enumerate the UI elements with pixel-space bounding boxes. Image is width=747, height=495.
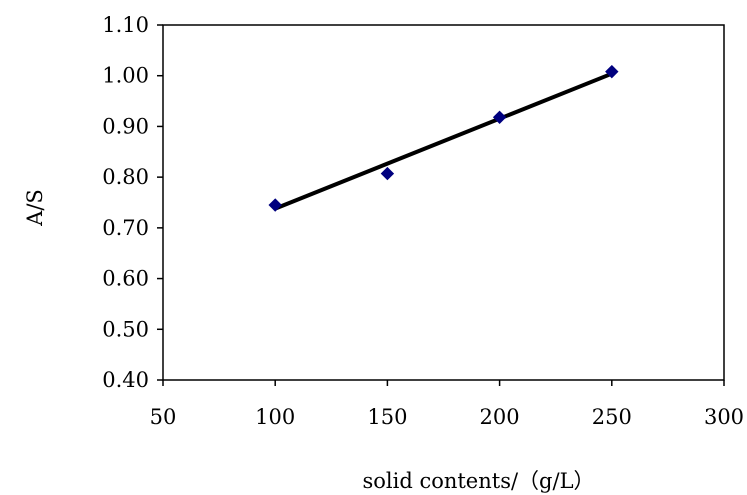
trendline-layer (273, 71, 614, 211)
x-tick-label: 150 (367, 405, 407, 429)
x-tick-label: 250 (592, 405, 632, 429)
data-points-layer (268, 64, 619, 212)
trendline (273, 71, 614, 211)
y-tick-label: 1.10 (102, 13, 149, 37)
y-tick-label: 0.60 (102, 267, 149, 291)
y-tick-label: 0.50 (102, 317, 149, 341)
x-tick-label: 50 (150, 405, 177, 429)
data-point (380, 166, 395, 181)
y-tick-label: 0.70 (102, 216, 149, 240)
y-axis-title: A/S (23, 189, 47, 227)
x-tick-label: 100 (255, 405, 295, 429)
data-point (492, 110, 507, 125)
x-axis-title: solid contents/（g/L） (362, 469, 594, 493)
data-point (268, 198, 282, 212)
data-point (605, 64, 619, 79)
plot-area (162, 24, 725, 381)
x-axis-ticks: 50 100 150 200 250 300 (150, 380, 744, 429)
x-tick-label: 200 (480, 405, 520, 429)
y-tick-label: 0.90 (102, 114, 149, 138)
y-tick-label: 1.00 (102, 64, 149, 88)
y-tick-label: 0.40 (102, 368, 149, 392)
y-axis-ticks: 1.10 1.00 0.90 0.80 0.70 0.60 0.50 0.40 (102, 13, 163, 392)
y-tick-label: 0.80 (102, 165, 149, 189)
x-tick-label: 300 (704, 405, 744, 429)
